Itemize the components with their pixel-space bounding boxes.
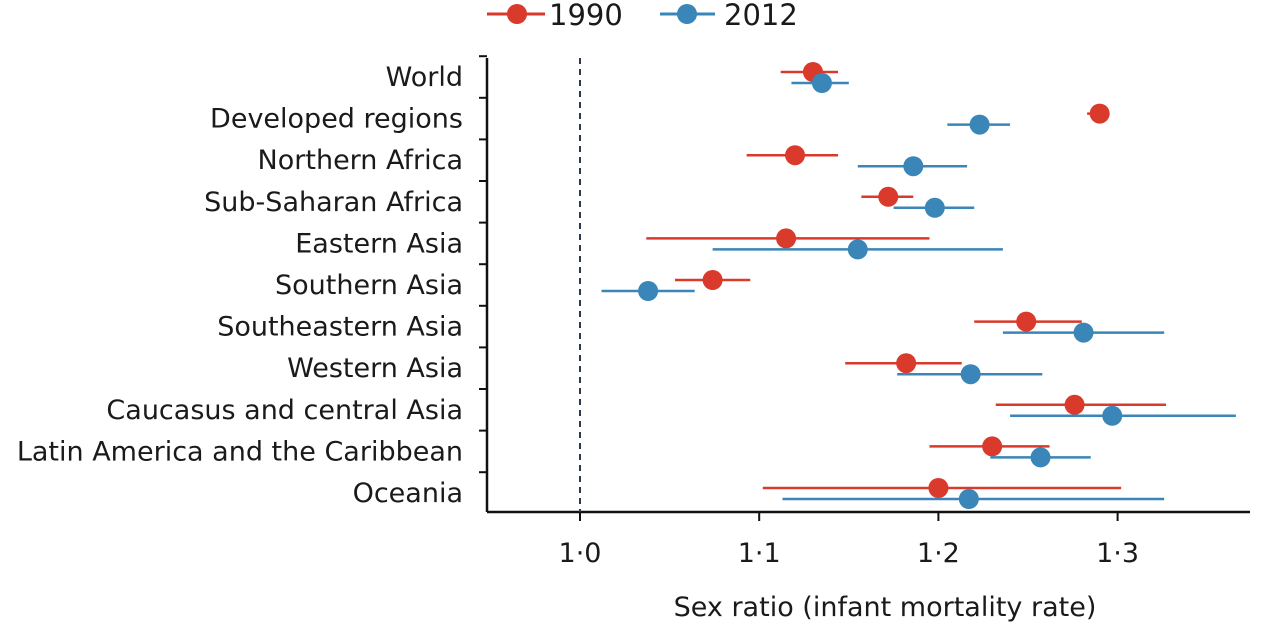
category-label: Northern Africa xyxy=(258,145,463,176)
category-labels: World Developed regions Northern Africa Sub… xyxy=(17,62,463,509)
data-point xyxy=(982,436,1003,457)
category-label: Oceania xyxy=(353,478,463,509)
data-point xyxy=(960,364,981,385)
data-point xyxy=(878,186,899,207)
category-label: Southern Asia xyxy=(275,270,463,301)
data-point xyxy=(847,239,868,260)
data-point xyxy=(638,281,659,301)
legend-item-1990: 1990 xyxy=(487,0,623,32)
data-point xyxy=(702,270,723,290)
legend: 1990 2012 xyxy=(487,0,798,32)
legend-marker xyxy=(677,4,697,24)
x-tick-label: 1·0 xyxy=(559,538,602,569)
x-tick-label: 1·1 xyxy=(738,538,781,569)
legend-marker xyxy=(507,4,527,24)
data-point xyxy=(1089,103,1110,124)
category-label: Developed regions xyxy=(210,104,463,135)
data-marks xyxy=(601,62,1236,509)
data-point xyxy=(1016,311,1037,332)
data-point xyxy=(903,156,924,177)
data-point xyxy=(928,478,949,498)
category-label: Southeastern Asia xyxy=(217,312,463,343)
data-point xyxy=(896,353,917,374)
data-point xyxy=(785,145,806,166)
series-1990 xyxy=(646,62,1166,498)
legend-label: 1990 xyxy=(549,0,623,32)
x-axis-title: Sex ratio (infant mortality rate) xyxy=(674,592,1097,623)
data-point xyxy=(1102,405,1123,426)
category-label: Western Asia xyxy=(287,353,463,384)
data-point xyxy=(1030,447,1051,468)
data-point xyxy=(811,73,832,93)
data-point xyxy=(776,228,797,249)
x-tick-label: 1·2 xyxy=(917,538,960,569)
category-label: Sub-Saharan Africa xyxy=(204,187,463,218)
data-point xyxy=(924,197,945,218)
data-point xyxy=(1064,394,1085,415)
axes: 1·0 1·1 1·2 1·3 xyxy=(479,55,1250,569)
legend-label: 2012 xyxy=(724,0,798,32)
data-point xyxy=(969,114,990,135)
series-2012 xyxy=(601,73,1236,509)
data-point xyxy=(958,489,979,509)
legend-item-2012: 2012 xyxy=(660,0,798,32)
data-point xyxy=(1073,322,1094,343)
category-label: Latin America and the Caribbean xyxy=(17,436,463,467)
x-tick-label: 1·3 xyxy=(1096,538,1139,569)
category-label: Eastern Asia xyxy=(295,228,463,259)
category-label: Caucasus and central Asia xyxy=(106,395,463,426)
category-label: World xyxy=(386,62,463,93)
